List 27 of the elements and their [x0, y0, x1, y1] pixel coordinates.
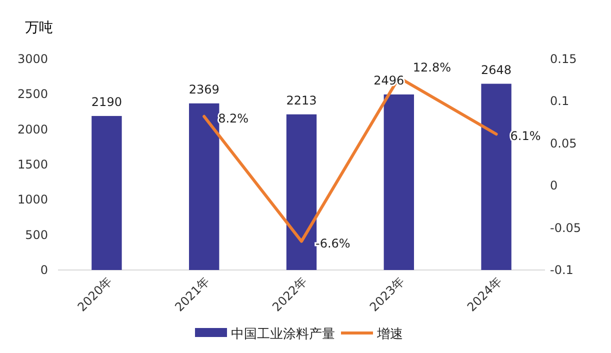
- y2-tick-label: 0.15: [550, 52, 577, 66]
- data-label: 2213: [286, 93, 317, 108]
- y2-tick-label: 0: [550, 178, 558, 193]
- y2-tick-label: 0.1: [550, 94, 570, 108]
- bar: [189, 103, 220, 270]
- y-tick-label: 3000: [17, 52, 48, 66]
- legend-label: 增速: [376, 327, 403, 342]
- y2-tick-label: -0.05: [550, 220, 582, 235]
- y-tick-label: 2000: [17, 122, 48, 136]
- bar: [286, 114, 317, 270]
- bar: [92, 116, 122, 270]
- y-tick-label: 1500: [17, 158, 48, 172]
- data-label: 12.8%: [412, 60, 452, 75]
- y-tick-label: 1000: [17, 192, 48, 207]
- y-tick-label: 500: [25, 228, 48, 242]
- y2-tick-label: 0.05: [550, 136, 577, 150]
- y2-tick-label: -0.1: [550, 263, 574, 277]
- legend-label: 中国工业涂料产量: [231, 327, 335, 342]
- y-tick-label: 0: [40, 263, 48, 277]
- bar: [384, 94, 414, 270]
- y-tick-label: 2500: [17, 87, 48, 102]
- y-axis-title: 万吨: [25, 20, 53, 36]
- data-label: 8.2%: [218, 111, 249, 126]
- data-label: 2369: [188, 82, 220, 96]
- bar: [481, 84, 512, 270]
- data-label: 2190: [91, 94, 122, 109]
- data-label: 2648: [481, 62, 512, 77]
